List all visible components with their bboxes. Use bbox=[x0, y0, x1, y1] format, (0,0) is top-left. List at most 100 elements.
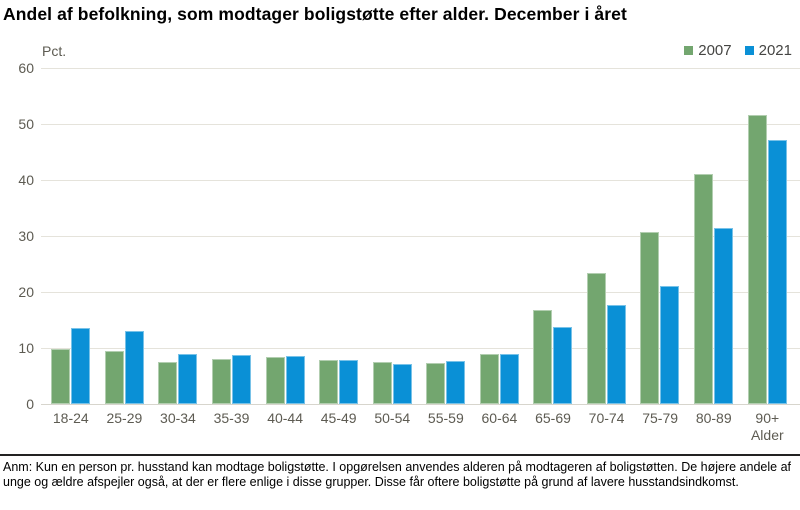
y-tick-label-0: 0 bbox=[26, 396, 34, 412]
gridline-50 bbox=[41, 124, 800, 125]
footnote-divider bbox=[0, 454, 800, 456]
bar-2021-75-79 bbox=[660, 286, 680, 404]
x-tick-label-70-74: 70-74 bbox=[580, 410, 634, 444]
bars-layer bbox=[44, 68, 794, 404]
bar-2007-25-29 bbox=[104, 350, 124, 404]
bar-group-35-39 bbox=[211, 354, 251, 404]
bar-2021-70-74 bbox=[606, 305, 626, 404]
bar-2021-65-69 bbox=[553, 326, 573, 404]
x-tick-label-30-34: 30-34 bbox=[151, 410, 205, 444]
x-tick-label-50-54: 50-54 bbox=[365, 410, 419, 444]
x-tick-label-45-49: 45-49 bbox=[312, 410, 366, 444]
legend-item-2007: 2007 bbox=[684, 42, 732, 59]
gridline-40 bbox=[41, 180, 800, 181]
bar-2021-40-44 bbox=[285, 356, 305, 404]
bar-2007-80-89 bbox=[694, 174, 714, 404]
bar-2021-90+ bbox=[767, 139, 787, 404]
x-tick-text: 40-44 bbox=[267, 410, 303, 426]
plot-area: 0 10 20 30 40 50 60 18-24 25-29 30-34 35-39 40-44 4… bbox=[0, 60, 800, 450]
bar-group-45-49 bbox=[319, 359, 359, 404]
bar-2007-90+ bbox=[747, 115, 767, 404]
bar-2007-30-34 bbox=[158, 362, 178, 404]
bar-2007-65-69 bbox=[533, 309, 553, 404]
x-tick-text: 55-59 bbox=[427, 410, 464, 426]
x-axis-title: Alder bbox=[750, 427, 784, 443]
bar-group-18-24 bbox=[51, 327, 91, 404]
y-tick-label-50: 50 bbox=[18, 116, 34, 132]
bar-2021-55-59 bbox=[446, 360, 466, 404]
legend-label: 2021 bbox=[758, 42, 792, 59]
x-tick-text: 75-79 bbox=[642, 410, 679, 426]
x-tick-text: 90+ bbox=[755, 410, 780, 426]
x-tick-text: 70-74 bbox=[588, 410, 625, 426]
x-tick-label-65-69: 65-69 bbox=[526, 410, 580, 444]
bar-2007-40-44 bbox=[265, 357, 285, 404]
bar-2021-45-49 bbox=[339, 360, 359, 404]
bar-2007-70-74 bbox=[586, 273, 606, 404]
gridline-60 bbox=[41, 68, 800, 69]
y-tick-label-30: 30 bbox=[18, 228, 34, 244]
chart-title: Andel af befolkning, som modtager boligs… bbox=[3, 4, 627, 24]
x-tick-text: 35-39 bbox=[213, 410, 250, 426]
x-tick-label-90+: 90+ Alder bbox=[741, 410, 795, 444]
bar-2007-60-64 bbox=[479, 353, 499, 404]
x-tick-label-75-79: 75-79 bbox=[633, 410, 687, 444]
x-tick-label-55-59: 55-59 bbox=[419, 410, 473, 444]
legend-swatch-icon bbox=[684, 46, 694, 55]
gridline-30 bbox=[41, 236, 800, 237]
x-tick-text: 65-69 bbox=[535, 410, 571, 426]
bar-2021-35-39 bbox=[231, 354, 251, 404]
bar-group-75-79 bbox=[640, 232, 680, 404]
bar-2021-30-34 bbox=[178, 353, 198, 404]
legend-swatch-icon bbox=[744, 46, 754, 55]
bar-group-65-69 bbox=[533, 309, 573, 404]
gridline-20 bbox=[41, 292, 800, 293]
x-tick-label-40-44: 40-44 bbox=[258, 410, 312, 444]
bar-group-70-74 bbox=[586, 273, 626, 404]
bar-group-60-64 bbox=[479, 353, 519, 404]
bar-group-50-54 bbox=[372, 362, 412, 404]
bar-group-80-89 bbox=[694, 174, 734, 404]
legend: 2007 2021 bbox=[684, 42, 792, 59]
legend-label: 2007 bbox=[698, 42, 732, 59]
bar-2021-60-64 bbox=[499, 353, 519, 404]
y-tick-label-10: 10 bbox=[18, 340, 34, 356]
x-tick-text: 18-24 bbox=[52, 410, 89, 426]
y-tick-label-40: 40 bbox=[18, 172, 34, 188]
bar-2007-55-59 bbox=[426, 362, 446, 404]
bar-2021-18-24 bbox=[71, 327, 91, 404]
bar-2007-35-39 bbox=[211, 359, 231, 404]
bar-2007-50-54 bbox=[372, 362, 392, 404]
x-tick-label-35-39: 35-39 bbox=[205, 410, 259, 444]
legend-item-2021: 2021 bbox=[744, 42, 792, 59]
gridline-10 bbox=[41, 348, 800, 349]
bar-2021-50-54 bbox=[392, 363, 412, 404]
x-tick-text: 45-49 bbox=[320, 410, 357, 426]
x-tick-text: 80-89 bbox=[695, 410, 732, 426]
bar-2007-45-49 bbox=[319, 359, 339, 404]
y-axis-unit-label: Pct. bbox=[42, 43, 67, 59]
bar-2021-80-89 bbox=[714, 228, 734, 404]
x-tick-label-60-64: 60-64 bbox=[473, 410, 527, 444]
bar-2007-18-24 bbox=[51, 349, 71, 404]
y-tick-label-20: 20 bbox=[18, 284, 34, 300]
bar-group-30-34 bbox=[158, 353, 198, 404]
bar-2021-25-29 bbox=[124, 330, 144, 404]
bar-group-55-59 bbox=[426, 360, 466, 404]
gridline-0 bbox=[41, 404, 800, 405]
x-axis-labels: 18-24 25-29 30-34 35-39 40-44 45-49 50-54 55-59… bbox=[44, 410, 794, 444]
bar-2007-75-79 bbox=[640, 232, 660, 404]
bar-group-25-29 bbox=[104, 330, 144, 404]
footnote: Anm: Kun en person pr. husstand kan modt… bbox=[3, 460, 791, 489]
x-tick-text: 60-64 bbox=[481, 410, 518, 426]
y-tick-label-60: 60 bbox=[18, 60, 34, 76]
x-tick-text: 50-54 bbox=[374, 410, 411, 426]
x-tick-text: 25-29 bbox=[106, 410, 143, 426]
x-tick-label-18-24: 18-24 bbox=[44, 410, 98, 444]
x-tick-label-80-89: 80-89 bbox=[687, 410, 741, 444]
bar-group-90+ bbox=[747, 115, 787, 404]
x-tick-label-25-29: 25-29 bbox=[98, 410, 152, 444]
bar-group-40-44 bbox=[265, 356, 305, 404]
x-tick-text: 30-34 bbox=[160, 410, 196, 426]
